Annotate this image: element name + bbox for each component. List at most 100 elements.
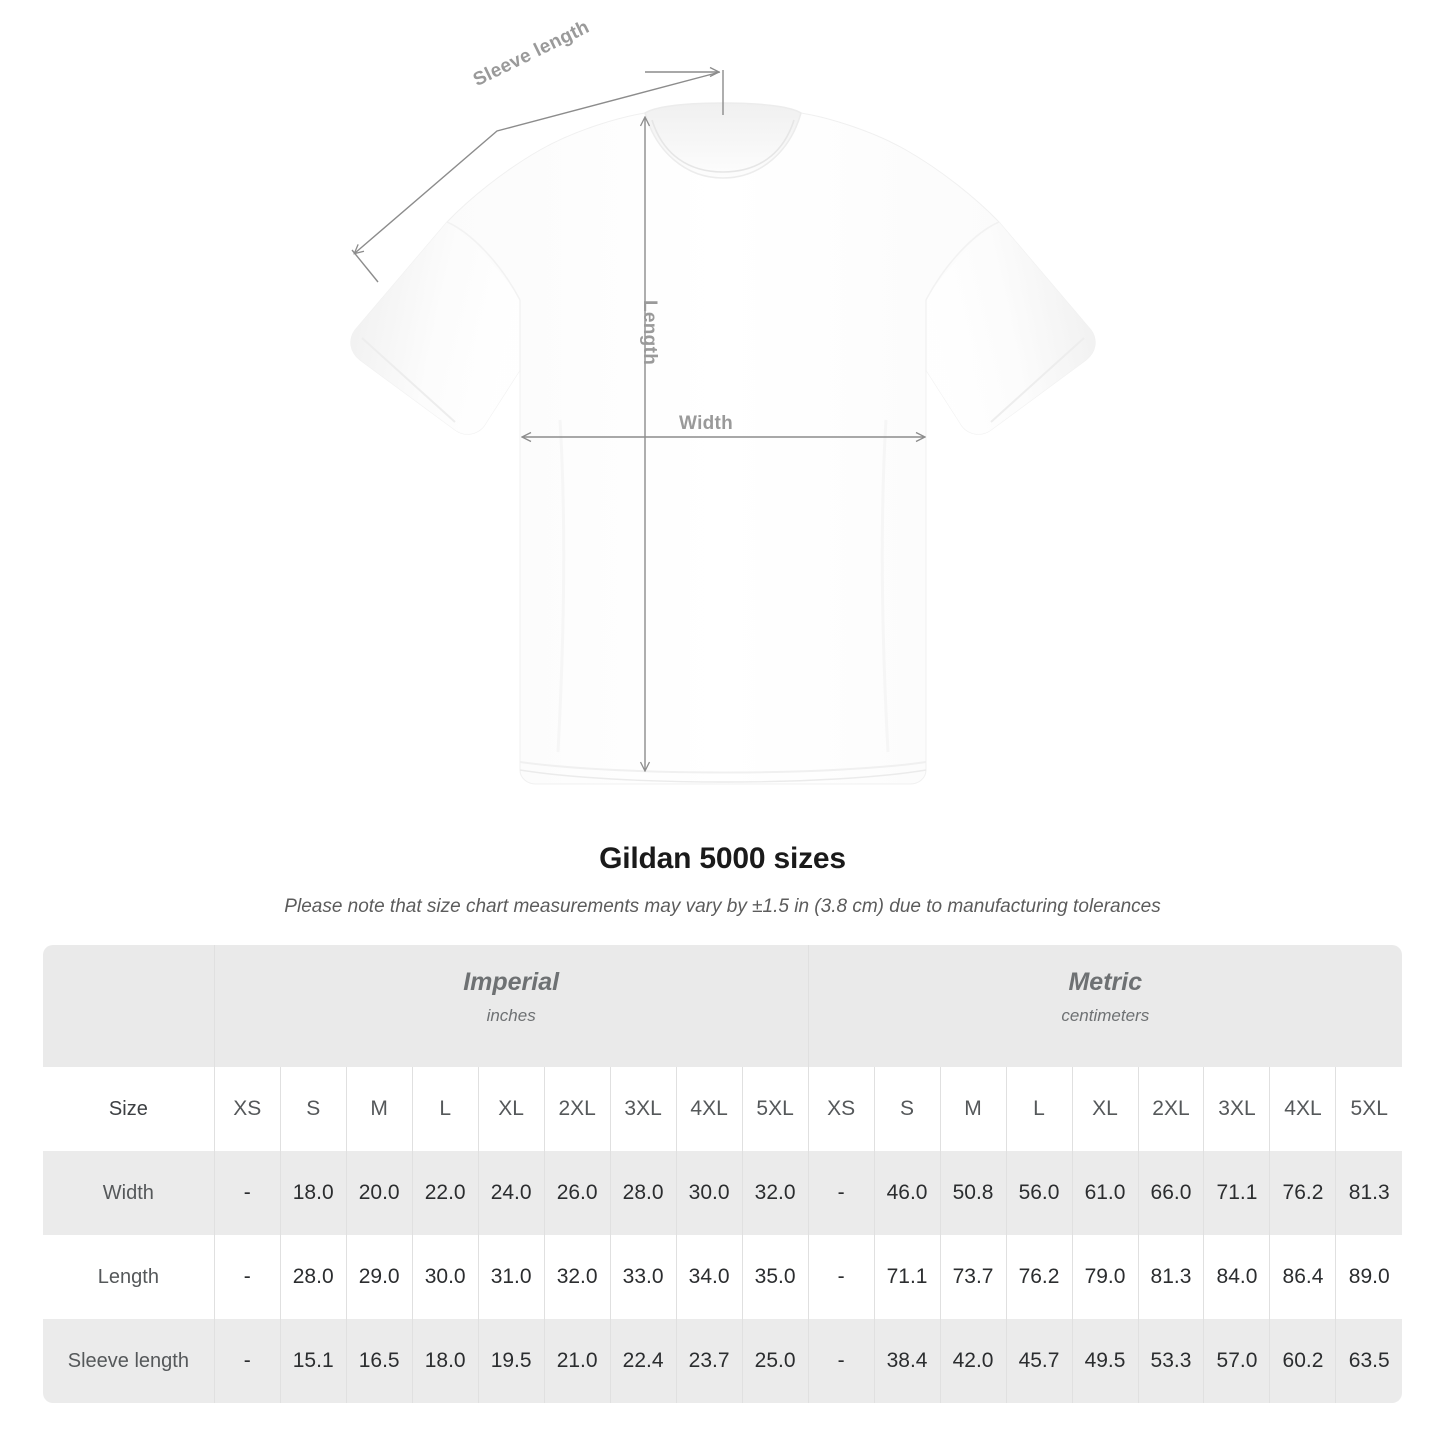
cell-length-metric-3xl: 84.0 <box>1203 1235 1270 1319</box>
cell-length-metric-xl: 79.0 <box>1071 1235 1138 1319</box>
size-header-metric-5xl: 5XL <box>1335 1067 1402 1151</box>
cell-sleeve-length-metric-3xl: 57.0 <box>1203 1319 1270 1403</box>
size-header-imperial-3xl: 3XL <box>609 1067 677 1151</box>
size-header-imperial-2xl: 2XL <box>543 1067 611 1151</box>
unit-subtitle: centimeters <box>1061 1006 1150 1025</box>
shirt-silhouette <box>350 102 1096 785</box>
cell-sleeve-length-metric-5xl: 63.5 <box>1335 1319 1402 1403</box>
cell-sleeve-length-imperial-4xl: 23.7 <box>675 1319 743 1403</box>
size-header-metric-2xl: 2XL <box>1137 1067 1204 1151</box>
cell-sleeve-length-metric-xl: 49.5 <box>1071 1319 1138 1403</box>
size-header-metric-m: M <box>939 1067 1007 1151</box>
cell-width-imperial-s: 18.0 <box>279 1151 347 1235</box>
unit-name: Imperial <box>463 968 560 996</box>
cell-length-metric-4xl: 86.4 <box>1269 1235 1336 1319</box>
cell-sleeve-length-metric-l: 45.7 <box>1005 1319 1073 1403</box>
size-header-metric-s: S <box>873 1067 941 1151</box>
unit-subtitle: inches <box>486 1006 536 1025</box>
cell-width-metric-s: 46.0 <box>873 1151 941 1235</box>
table-row: Length -28.0 29.0 30.0 31.0 32.0 33.0 34.0 35.0-… <box>43 1235 1402 1319</box>
tshirt-diagram: Sleeve length Length Width <box>350 0 1096 785</box>
size-header-imperial-m: M <box>345 1067 413 1151</box>
cell-length-imperial-4xl: 34.0 <box>675 1235 743 1319</box>
length-dimension-label: Length <box>639 300 660 366</box>
unit-band-spacer <box>43 945 215 1067</box>
size-column-header: Size <box>43 1067 215 1151</box>
cell-length-imperial-s: 28.0 <box>279 1235 347 1319</box>
cell-sleeve-length-imperial-xs: - <box>213 1319 281 1403</box>
cell-width-metric-l: 56.0 <box>1005 1151 1073 1235</box>
cell-length-imperial-xl: 31.0 <box>477 1235 545 1319</box>
cell-sleeve-length-imperial-2xl: 21.0 <box>543 1319 611 1403</box>
cell-sleeve-length-metric-s: 38.4 <box>873 1319 941 1403</box>
row-label-length: Length <box>43 1235 215 1319</box>
cell-sleeve-length-metric-4xl: 60.2 <box>1269 1319 1336 1403</box>
row-label-sleeve-length: Sleeve length <box>43 1319 215 1403</box>
unit-header-imperial: Imperial inches <box>213 945 809 1067</box>
cell-sleeve-length-metric-xs: - <box>807 1319 875 1403</box>
size-header-metric-xs: XS <box>807 1067 875 1151</box>
cell-sleeve-length-metric-2xl: 53.3 <box>1137 1319 1204 1403</box>
size-header-metric-xl: XL <box>1071 1067 1138 1151</box>
cell-width-imperial-l: 22.0 <box>411 1151 479 1235</box>
cell-width-imperial-4xl: 30.0 <box>675 1151 743 1235</box>
cell-width-metric-4xl: 76.2 <box>1269 1151 1336 1235</box>
size-header-metric-l: L <box>1005 1067 1073 1151</box>
cell-width-metric-m: 50.8 <box>939 1151 1007 1235</box>
cell-width-metric-xs: - <box>807 1151 875 1235</box>
cell-sleeve-length-imperial-3xl: 22.4 <box>609 1319 677 1403</box>
cell-sleeve-length-imperial-s: 15.1 <box>279 1319 347 1403</box>
cell-sleeve-length-imperial-m: 16.5 <box>345 1319 413 1403</box>
size-header-metric-3xl: 3XL <box>1203 1067 1270 1151</box>
cell-length-metric-2xl: 81.3 <box>1137 1235 1204 1319</box>
width-dimension-label: Width <box>679 413 734 434</box>
tolerance-note: Please note that size chart measurements… <box>284 896 1161 917</box>
cell-width-metric-xl: 61.0 <box>1071 1151 1138 1235</box>
cell-length-imperial-m: 29.0 <box>345 1235 413 1319</box>
size-header-imperial-xl: XL <box>477 1067 545 1151</box>
size-header-imperial-s: S <box>279 1067 347 1151</box>
cell-length-metric-l: 76.2 <box>1005 1235 1073 1319</box>
cell-length-imperial-5xl: 35.0 <box>741 1235 809 1319</box>
measurement-lines <box>351 70 924 770</box>
cell-length-imperial-xs: - <box>213 1235 281 1319</box>
table-row: Sleeve length -15.1 16.5 18.0 19.5 21.0 22.4 23… <box>43 1319 1402 1403</box>
cell-width-imperial-m: 20.0 <box>345 1151 413 1235</box>
page-title: Gildan 5000 sizes <box>599 842 846 875</box>
cell-length-imperial-3xl: 33.0 <box>609 1235 677 1319</box>
table-row: Width -18.0 20.0 22.0 24.0 26.0 28.0 30.0 32.0-4… <box>43 1151 1402 1235</box>
cell-width-imperial-5xl: 32.0 <box>741 1151 809 1235</box>
cell-sleeve-length-imperial-l: 18.0 <box>411 1319 479 1403</box>
size-header-imperial-l: L <box>411 1067 479 1151</box>
cell-width-metric-5xl: 81.3 <box>1335 1151 1402 1235</box>
cell-length-imperial-2xl: 32.0 <box>543 1235 611 1319</box>
cell-sleeve-length-imperial-5xl: 25.0 <box>741 1319 809 1403</box>
cell-length-imperial-l: 30.0 <box>411 1235 479 1319</box>
size-table: Imperial inches Metric centimeters Size XS S M L… <box>43 945 1402 1403</box>
size-header-imperial-xs: XS <box>213 1067 281 1151</box>
cell-width-imperial-xs: - <box>213 1151 281 1235</box>
cell-width-metric-2xl: 66.0 <box>1137 1151 1204 1235</box>
size-table-container: Imperial inches Metric centimeters Size XS S M L… <box>43 945 1402 1403</box>
unit-header-metric: Metric centimeters <box>807 945 1402 1067</box>
cell-sleeve-length-metric-m: 42.0 <box>939 1319 1007 1403</box>
cell-width-imperial-xl: 24.0 <box>477 1151 545 1235</box>
size-header-imperial-4xl: 4XL <box>675 1067 743 1151</box>
row-label-width: Width <box>43 1151 215 1235</box>
cell-length-metric-m: 73.7 <box>939 1235 1007 1319</box>
cell-sleeve-length-imperial-xl: 19.5 <box>477 1319 545 1403</box>
title-block: Gildan 5000 sizes Please note that size … <box>0 842 1445 918</box>
unit-name: Metric <box>1068 968 1143 996</box>
tshirt-illustration <box>350 0 1096 785</box>
cell-length-metric-xs: - <box>807 1235 875 1319</box>
cell-length-metric-5xl: 89.0 <box>1335 1235 1402 1319</box>
unit-header-row: Imperial inches Metric centimeters <box>43 945 1402 1067</box>
size-header-imperial-5xl: 5XL <box>741 1067 809 1151</box>
cell-width-imperial-2xl: 26.0 <box>543 1151 611 1235</box>
size-header-metric-4xl: 4XL <box>1269 1067 1336 1151</box>
cell-width-metric-3xl: 71.1 <box>1203 1151 1270 1235</box>
cell-length-metric-s: 71.1 <box>873 1235 941 1319</box>
cell-width-imperial-3xl: 28.0 <box>609 1151 677 1235</box>
size-header-row: Size XS S M L XL 2XL 3XL 4XL 5XL XS S M L XL 2XL 3XL 4XL 5… <box>43 1067 1402 1151</box>
